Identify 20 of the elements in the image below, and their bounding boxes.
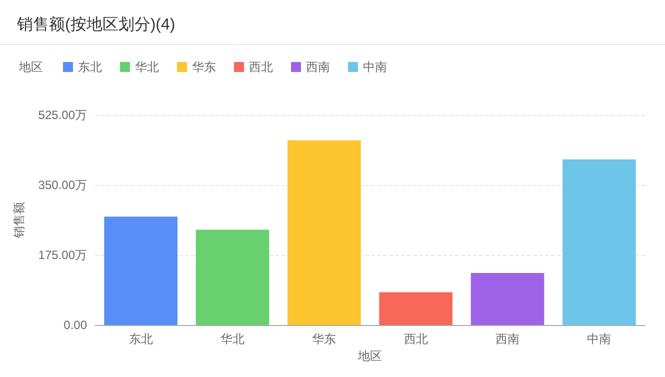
x-tick-label: 东北 [128, 332, 153, 346]
chart-title: 销售额(按地区划分)(4) [16, 16, 176, 34]
x-tick-label: 西北 [404, 332, 428, 346]
y-tick-label: 350.00万 [38, 178, 87, 192]
y-tick-label: 0.00 [64, 318, 88, 332]
legend-label: 中南 [363, 60, 387, 74]
y-tick-label: 525.00万 [38, 108, 87, 122]
y-axis-title: 销售额 [12, 202, 26, 239]
legend-label: 华北 [135, 60, 159, 74]
x-tick-label: 华北 [220, 332, 244, 346]
legend-title: 地区 [18, 60, 43, 74]
legend-label: 西南 [306, 60, 330, 74]
x-tick-label: 华东 [312, 332, 336, 346]
legend-label: 东北 [78, 60, 102, 74]
y-tick-label: 175.00万 [38, 248, 87, 262]
x-axis-title: 地区 [357, 348, 382, 363]
legend-label: 西北 [249, 60, 273, 74]
legend-label: 华东 [192, 60, 216, 74]
x-tick-label: 西南 [496, 332, 520, 346]
x-tick-label: 中南 [587, 332, 612, 346]
